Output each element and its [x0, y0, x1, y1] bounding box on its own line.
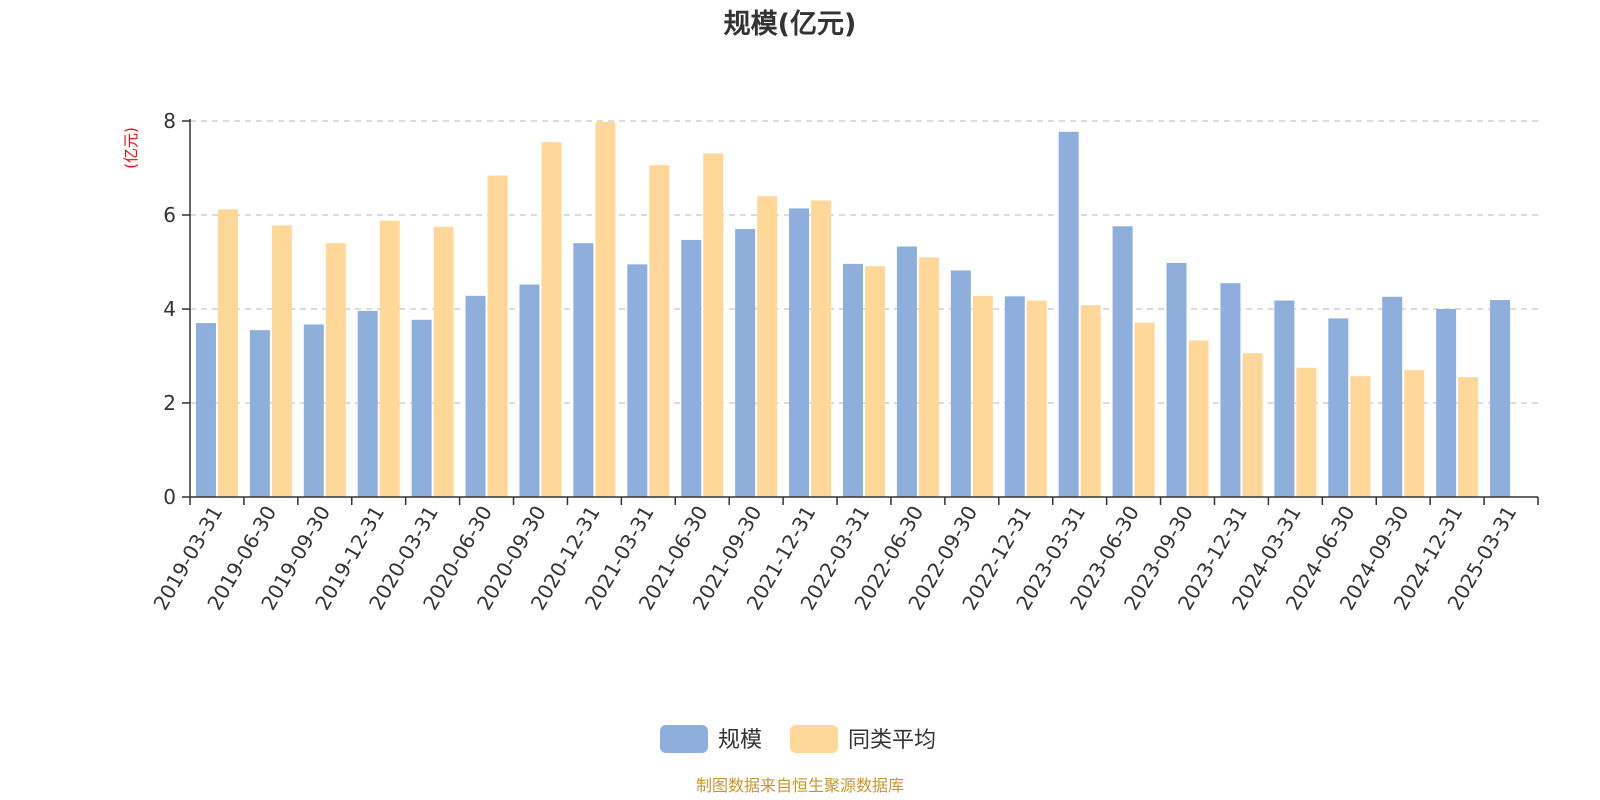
y-tick-label: 0 [163, 485, 176, 509]
bar-peer-average[interactable] [487, 175, 508, 497]
bar-peer-average[interactable] [325, 243, 346, 497]
legend-swatch [660, 725, 708, 753]
bar-peer-average[interactable] [865, 266, 885, 497]
bar-scale[interactable] [843, 263, 863, 497]
bar-scale[interactable] [1274, 300, 1295, 497]
bar-scale[interactable] [789, 208, 810, 498]
bar-scale[interactable] [896, 246, 917, 497]
bar-scale[interactable] [519, 284, 540, 497]
y-tick-label: 4 [163, 297, 176, 321]
bar-peer-average[interactable] [1404, 370, 1425, 497]
bar-scale[interactable] [195, 323, 216, 497]
bar-scale[interactable] [1328, 318, 1349, 497]
bar-peer-average[interactable] [1080, 305, 1101, 497]
legend-swatch [790, 725, 838, 753]
bar-peer-average[interactable] [541, 142, 562, 497]
bar-scale[interactable] [1490, 300, 1511, 497]
source-note: 制图数据来自恒生聚源数据库 [696, 776, 904, 795]
bar-scale[interactable] [573, 243, 594, 497]
bar-peer-average[interactable] [649, 165, 670, 497]
legend-item-scale[interactable]: 规模 [660, 725, 762, 753]
bar-peer-average[interactable] [757, 196, 778, 497]
bar-scale[interactable] [1058, 131, 1079, 497]
bar-scale[interactable] [735, 229, 756, 497]
bar-scale[interactable] [303, 324, 324, 497]
bar-peer-average[interactable] [1026, 300, 1047, 497]
bar-scale[interactable] [1166, 262, 1187, 497]
bar-peer-average[interactable] [1458, 377, 1479, 497]
bar-peer-average[interactable] [972, 295, 993, 497]
bar-peer-average[interactable] [703, 153, 724, 497]
legend-label: 规模 [718, 728, 762, 753]
bar-peer-average[interactable] [1350, 376, 1371, 497]
bar-peer-average[interactable] [1296, 367, 1317, 497]
bar-scale[interactable] [1436, 309, 1457, 497]
bar-scale[interactable] [465, 295, 486, 497]
y-tick-label: 6 [163, 203, 176, 227]
bar-scale[interactable] [1220, 283, 1241, 497]
bar-scale[interactable] [1382, 296, 1403, 497]
legend-label: 同类平均 [848, 728, 936, 753]
y-axis-unit: (亿元) [122, 127, 140, 169]
bar-scale[interactable] [249, 330, 270, 497]
bar-scale[interactable] [950, 270, 971, 497]
legend-item-peer-average[interactable]: 同类平均 [790, 725, 936, 753]
bar-peer-average[interactable] [379, 220, 400, 497]
bar-peer-average[interactable] [595, 121, 616, 497]
bar-scale[interactable] [357, 310, 378, 497]
bar-scale[interactable] [627, 264, 648, 497]
bar-peer-average[interactable] [918, 257, 939, 497]
y-tick-label: 8 [163, 109, 176, 133]
y-tick-label: 2 [163, 391, 176, 415]
bars [195, 121, 1511, 498]
bar-scale[interactable] [1112, 226, 1133, 497]
legend[interactable]: 规模 同类平均 [660, 725, 936, 753]
bar-peer-average[interactable] [433, 226, 454, 497]
bar-peer-average[interactable] [811, 200, 832, 497]
chart-title: 规模(亿元) [724, 9, 857, 40]
bar-scale[interactable] [1004, 296, 1025, 497]
bar-peer-average[interactable] [271, 225, 292, 497]
bar-peer-average[interactable] [1242, 353, 1263, 497]
bar-peer-average[interactable] [1188, 340, 1209, 497]
bar-scale[interactable] [411, 319, 432, 497]
bar-peer-average[interactable] [217, 209, 238, 498]
bar-peer-average[interactable] [1134, 322, 1155, 497]
bar-scale[interactable] [681, 239, 702, 497]
